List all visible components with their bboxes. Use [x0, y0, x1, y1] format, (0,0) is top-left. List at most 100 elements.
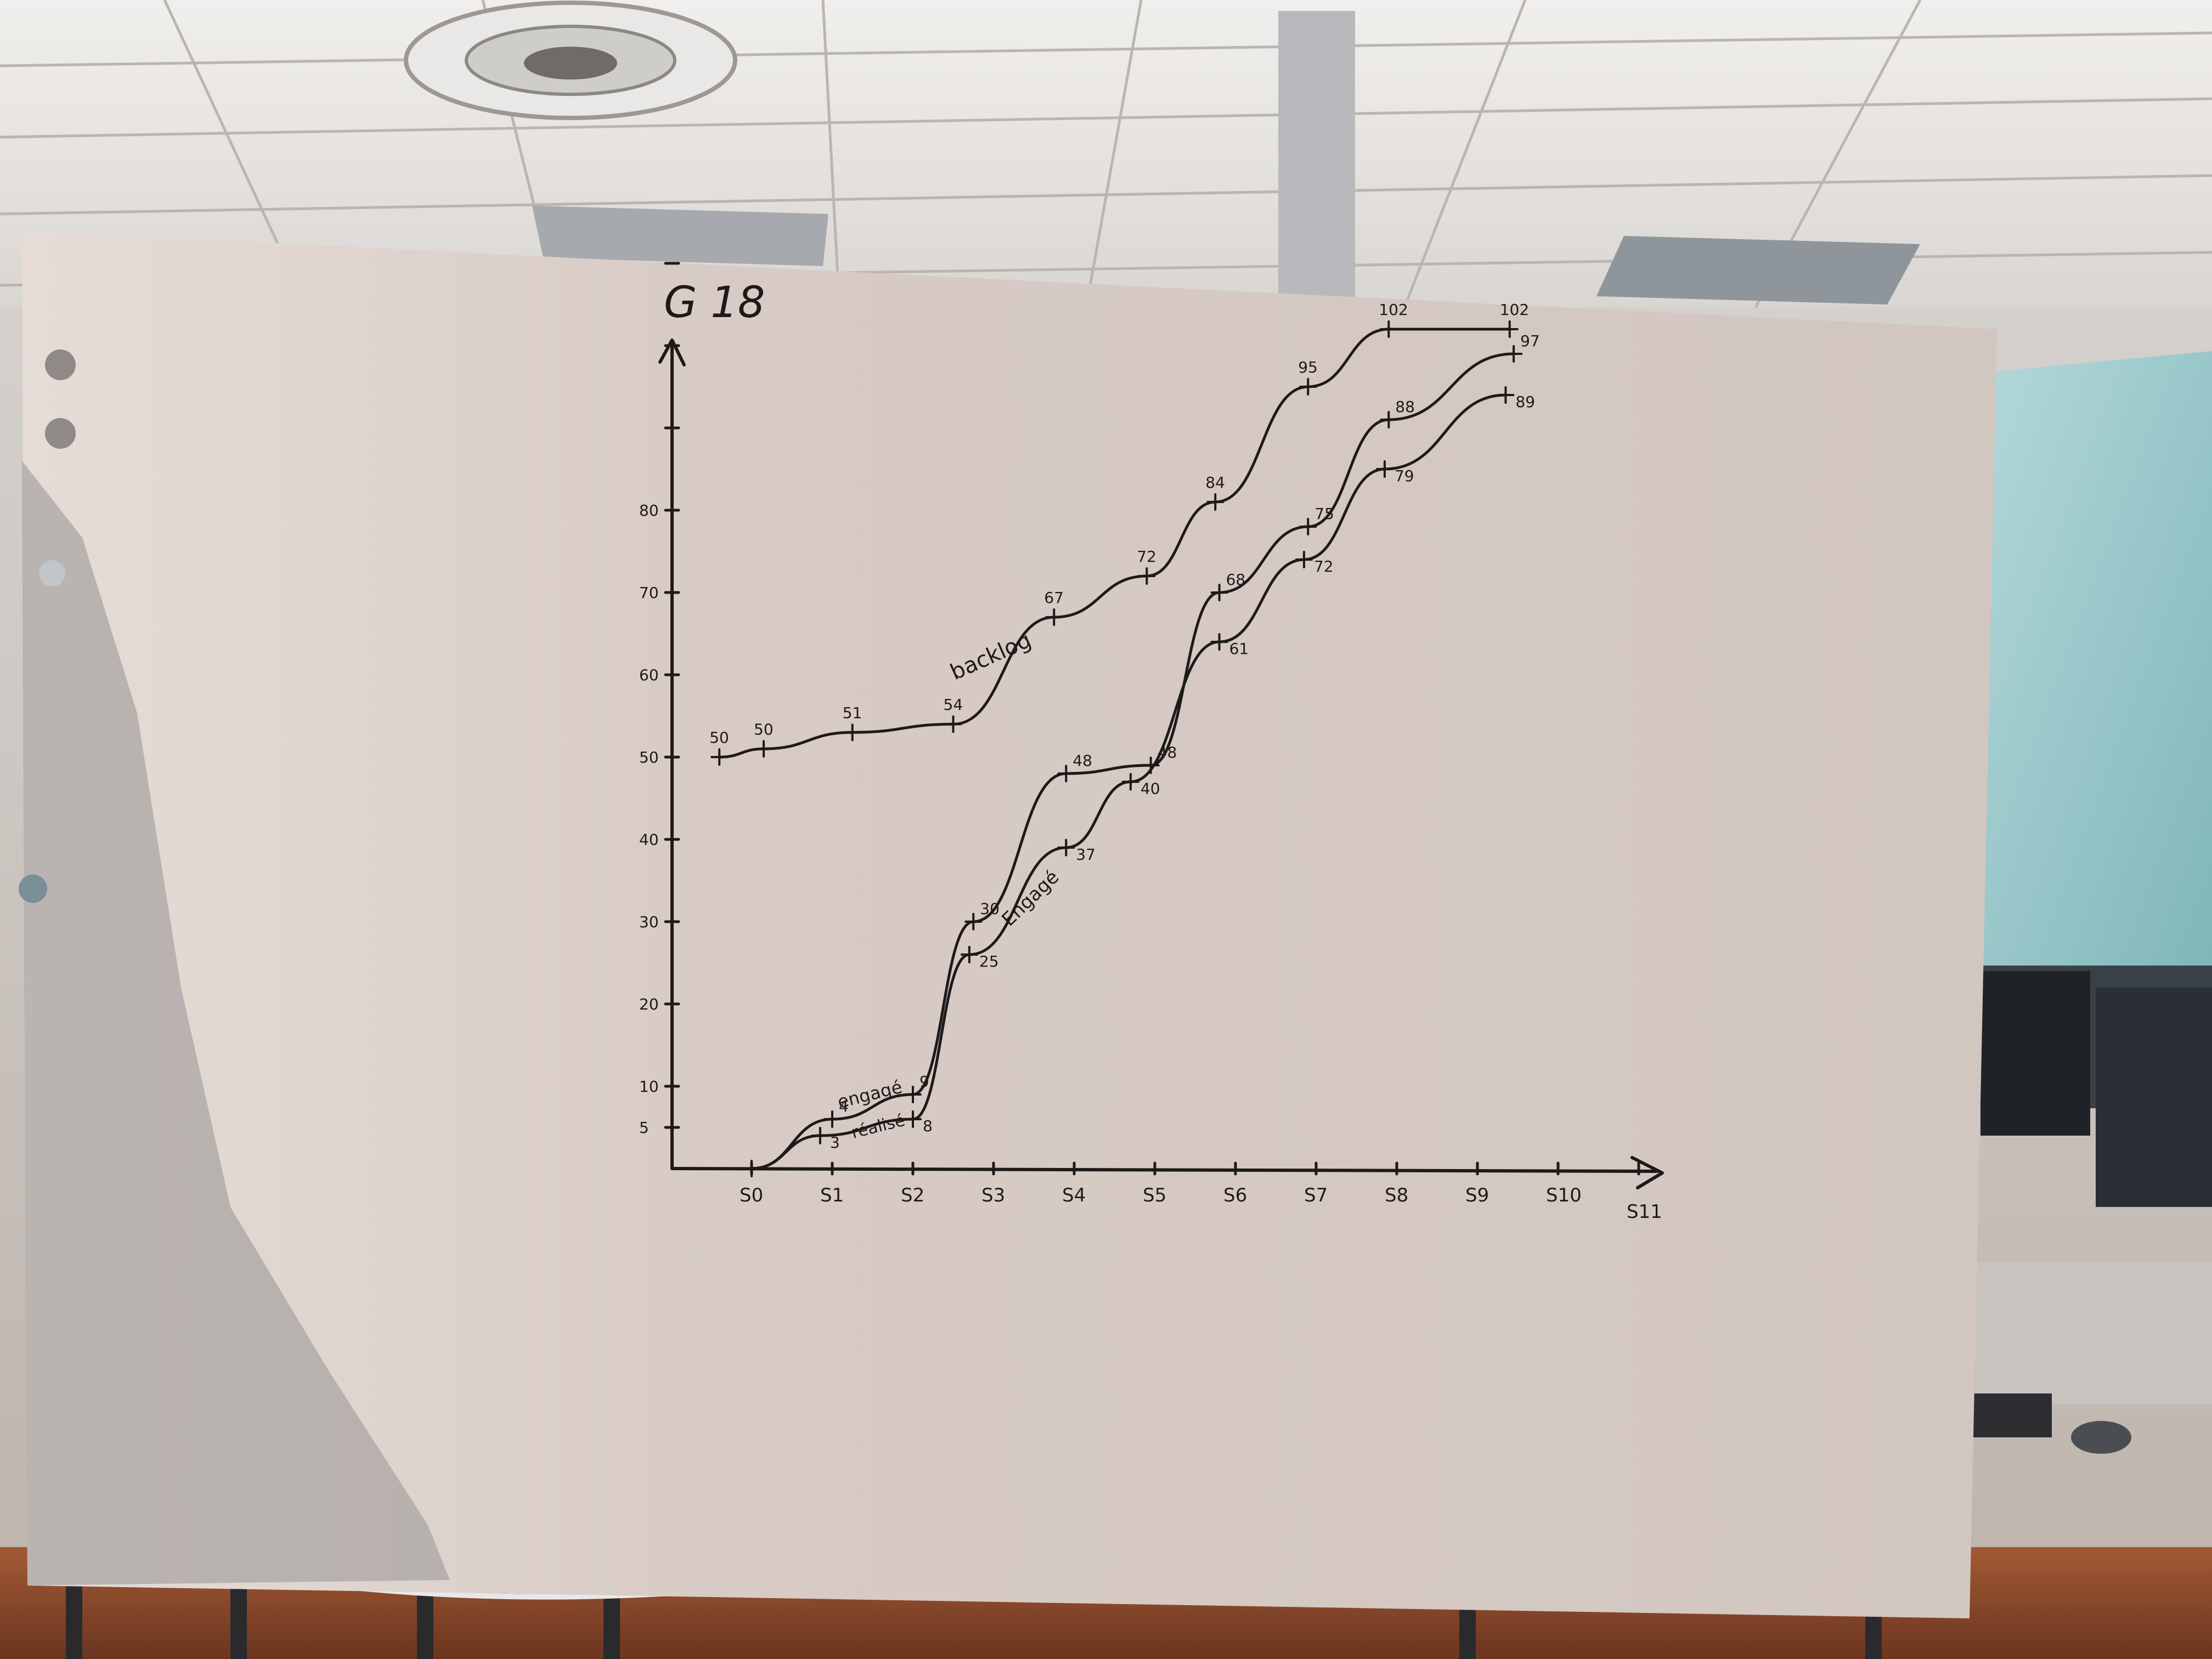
- data-label: 67: [1044, 589, 1064, 607]
- data-label: 61: [1229, 640, 1249, 658]
- ceiling-diffuser: [404, 1, 737, 120]
- data-label: 37: [1076, 845, 1096, 864]
- x-tick-label: S8: [1385, 1184, 1408, 1206]
- series-3: 3 8 25 37 40 61 72 79 89: [743, 386, 1535, 1177]
- punch-hole: [45, 349, 76, 380]
- data-label: 75: [1314, 505, 1334, 523]
- data-point: [1121, 773, 1139, 791]
- data-point: [1138, 567, 1156, 585]
- data-point: [960, 946, 978, 963]
- data-point: [743, 1160, 760, 1177]
- data-label: 84: [1205, 473, 1225, 492]
- data-point: [710, 748, 729, 766]
- x-tick-label: S1: [820, 1184, 844, 1206]
- window-background: [1970, 351, 2212, 1454]
- data-point: [811, 1127, 829, 1144]
- data-point: [944, 715, 962, 733]
- data-point: [1057, 765, 1075, 782]
- y-axis-arrow: [658, 338, 686, 366]
- keyboard: [1970, 1393, 2052, 1437]
- data-label: 102: [1379, 301, 1408, 319]
- data-point: [964, 913, 983, 930]
- data-point: [1299, 378, 1317, 396]
- ceiling-vent-left: [532, 206, 828, 266]
- x-tick-label: S0: [740, 1184, 763, 1206]
- data-point: [1299, 518, 1317, 535]
- y-tick-label: 40: [639, 831, 659, 849]
- data-label: 3: [830, 1133, 840, 1152]
- x-tick-label: S10: [1546, 1184, 1582, 1206]
- data-point: [1210, 584, 1228, 601]
- data-label: 50: [709, 729, 729, 747]
- x-tick-label: S5: [1143, 1184, 1166, 1206]
- y-ticks: 5 10 20 30 40 50 60 70 80: [639, 262, 680, 1137]
- x-axis-arrow: [1630, 1156, 1664, 1189]
- x-tick-label: S11: [1627, 1201, 1662, 1223]
- y-tick-label: 60: [639, 666, 659, 684]
- data-point: [843, 724, 861, 741]
- series-line: [750, 393, 1507, 1170]
- data-label: 95: [1298, 358, 1318, 376]
- chart-title: G 18: [664, 278, 765, 328]
- data-point: [1505, 345, 1523, 363]
- y-tick-label: 50: [639, 748, 659, 766]
- shadow: [22, 461, 450, 1585]
- poster-paper: [19, 230, 1997, 1618]
- ceiling-vent-right: [1596, 236, 1920, 304]
- data-label: 4: [839, 1097, 849, 1115]
- data-label: 8: [923, 1117, 933, 1135]
- x-tick-label: S7: [1304, 1184, 1328, 1206]
- ceiling-pillar: [1278, 11, 1355, 318]
- data-label: 25: [979, 952, 999, 970]
- data-point: [823, 1110, 841, 1128]
- punch-hole: [45, 418, 76, 449]
- x-ticks: S0 S1 S2 S3 S4 S5 S6 S7 S8 S9 S10 S11: [740, 1161, 1662, 1223]
- y-tick-label: 5: [639, 1119, 649, 1137]
- data-point: [1295, 551, 1313, 568]
- x-tick-label: S2: [901, 1184, 924, 1206]
- data-label: 40: [1141, 780, 1160, 798]
- x-axis: [670, 1167, 1658, 1173]
- data-point: [1206, 493, 1224, 511]
- y-tick-label: 70: [639, 584, 659, 602]
- computer-monitor: [1980, 971, 2090, 1136]
- data-point: [1380, 320, 1398, 338]
- data-label: 88: [1395, 398, 1415, 416]
- x-tick-label: S6: [1223, 1184, 1247, 1206]
- data-point: [1380, 411, 1398, 428]
- data-label: 68: [1226, 571, 1246, 589]
- data-point: [1375, 460, 1393, 478]
- data-label: 48: [1073, 752, 1092, 770]
- mouse: [2071, 1421, 2131, 1454]
- data-label: 9: [919, 1073, 929, 1091]
- data-label: 72: [1314, 557, 1334, 575]
- data-point: [1500, 320, 1519, 338]
- punch-hole: [39, 560, 65, 586]
- data-point: [1210, 633, 1228, 651]
- data-point: [755, 740, 773, 758]
- series-1: 50 50 51 54 67 72 84 95 102 102: [709, 301, 1529, 766]
- data-point: [1057, 839, 1075, 856]
- data-label: 72: [1137, 548, 1156, 566]
- y-tick-label: 30: [639, 913, 659, 931]
- chart-axes: [658, 338, 1664, 1189]
- y-tick-label: 10: [639, 1077, 659, 1096]
- data-point: [904, 1110, 922, 1128]
- data-label: 54: [944, 696, 963, 714]
- data-label: 97: [1520, 332, 1540, 350]
- y-tick-label: 20: [639, 995, 659, 1013]
- data-point: [904, 1086, 922, 1103]
- data-label: 30: [980, 900, 1000, 918]
- data-label: 50: [754, 720, 774, 738]
- data-point: [1497, 386, 1515, 404]
- data-label: 51: [843, 704, 862, 722]
- x-tick-label: S4: [1062, 1184, 1086, 1206]
- x-tick-label: S3: [981, 1184, 1005, 1206]
- data-label: 102: [1500, 301, 1529, 319]
- y-tick-label: 80: [639, 501, 659, 520]
- x-tick-label: S9: [1465, 1184, 1489, 1206]
- data-label: 89: [1515, 393, 1535, 411]
